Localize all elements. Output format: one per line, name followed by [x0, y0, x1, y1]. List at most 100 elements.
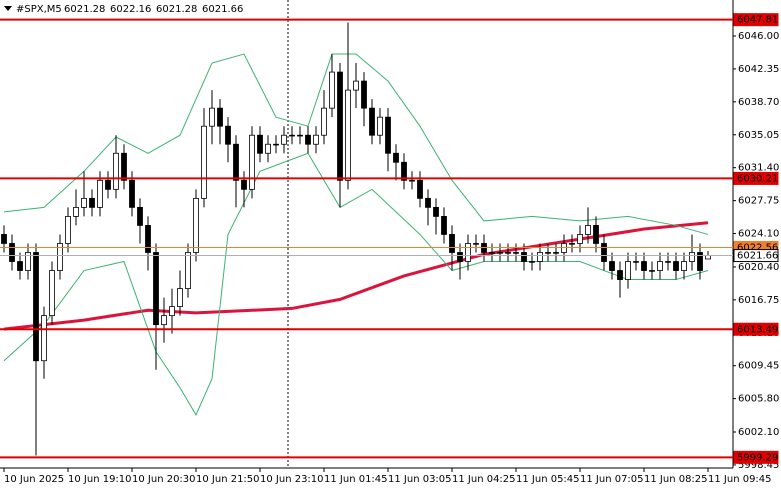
candle-body — [217, 107, 223, 127]
candle-body — [33, 252, 39, 362]
candle-body — [265, 143, 271, 154]
candle-body — [209, 107, 215, 127]
candle-body — [705, 255, 711, 260]
candle-body — [145, 225, 151, 253]
x-tick-label: 10 Jun 19:10 — [68, 474, 132, 485]
candle-body — [305, 134, 311, 145]
candle-body — [377, 116, 383, 136]
level-label: 5999.29 — [737, 452, 778, 463]
x-tick-label: 11 Jun 03:05 — [388, 474, 452, 485]
candle-body — [457, 252, 463, 262]
candle-body — [97, 179, 103, 208]
candle-body — [297, 134, 303, 137]
candle-body — [233, 143, 239, 181]
candle-body — [425, 197, 431, 208]
x-tick-label: 10 Jun 2025 — [4, 474, 64, 485]
y-tick-label: 6027.75 — [738, 196, 779, 207]
candle-body — [609, 261, 615, 271]
candle-body — [649, 270, 655, 272]
y-tick-label: 6016.75 — [738, 295, 779, 306]
candle-body — [241, 179, 247, 190]
candle-body — [49, 270, 55, 317]
candle-body — [633, 261, 639, 263]
x-tick-label: 11 Jun 01:45 — [324, 474, 388, 485]
candle-body — [537, 252, 543, 262]
candle-body — [585, 225, 591, 235]
candle-body — [73, 206, 79, 217]
candle-body — [393, 152, 399, 163]
level-label: 6030.21 — [737, 173, 778, 184]
candle-body — [321, 107, 327, 136]
ohlc-high: 6022.16 — [110, 4, 151, 15]
level-label-box — [733, 13, 779, 27]
ohlc-close: 6021.66 — [202, 4, 243, 15]
indicator-line — [3, 221, 709, 331]
candle-body — [353, 80, 359, 91]
candle-body — [473, 243, 479, 245]
collapse-arrow[interactable] — [4, 6, 12, 11]
level-label: 6047.81 — [737, 15, 778, 26]
candle-body — [201, 125, 207, 199]
symbol: #SPX,M5 — [16, 4, 62, 15]
candle-body — [665, 261, 671, 263]
level-label-box — [733, 249, 779, 263]
candle-body — [561, 243, 567, 253]
candle-body — [345, 89, 351, 181]
y-tick-label: 6009.45 — [738, 361, 779, 372]
candle-body — [225, 125, 231, 145]
candle-body — [153, 252, 159, 326]
y-tick-label: 6031.40 — [738, 163, 779, 174]
ohlc-open: 6021.28 — [64, 4, 105, 15]
candle-body — [513, 252, 519, 254]
x-tick-label: 11 Jun 08:25 — [644, 474, 708, 485]
candle-body — [553, 252, 559, 254]
candle-body — [409, 179, 415, 182]
candle-body — [177, 288, 183, 308]
x-tick-label: 11 Jun 05:45 — [516, 474, 580, 485]
candle-body — [401, 161, 407, 181]
candle-body — [337, 71, 343, 181]
candle-body — [433, 206, 439, 217]
candle-body — [441, 216, 447, 235]
y-tick-label: 6020.40 — [738, 262, 779, 273]
candle-body — [697, 252, 703, 271]
candle-body — [193, 197, 199, 253]
candle-body — [185, 252, 191, 289]
candle-body — [17, 261, 23, 271]
y-tick-label: 5998.45 — [738, 460, 779, 471]
x-tick-label: 10 Jun 23:10 — [260, 474, 324, 485]
candle-body — [489, 252, 495, 254]
candle-body — [329, 71, 335, 109]
candle-body — [81, 197, 87, 208]
candle-body — [257, 134, 263, 154]
candle-body — [369, 107, 375, 136]
level-label: 6021.66 — [737, 251, 778, 262]
candle-body — [289, 134, 295, 137]
candle-body — [1, 234, 7, 244]
x-tick-label: 10 Jun 20:30 — [132, 474, 196, 485]
candle-body — [65, 216, 71, 244]
candle-body — [673, 261, 679, 271]
candle-body — [689, 252, 695, 262]
candle-body — [161, 315, 167, 326]
candle-body — [617, 270, 623, 280]
candle-body — [129, 179, 135, 208]
candle-body — [9, 243, 15, 262]
candle-body — [681, 261, 687, 271]
candle-body — [529, 261, 535, 263]
candle-body — [361, 80, 367, 109]
y-tick-label: 6042.35 — [738, 64, 779, 75]
candle-body — [41, 315, 47, 362]
candle-body — [385, 116, 391, 154]
candle-body — [169, 306, 175, 317]
candle-body — [505, 252, 511, 254]
x-tick-label: 11 Jun 09:45 — [708, 474, 772, 485]
candle-body — [657, 261, 663, 271]
level-label: 6013.49 — [737, 324, 778, 335]
level-label-box — [733, 322, 779, 336]
candle-body — [497, 252, 503, 254]
ohlc-low: 6021.28 — [156, 4, 197, 15]
candle-body — [641, 261, 647, 271]
